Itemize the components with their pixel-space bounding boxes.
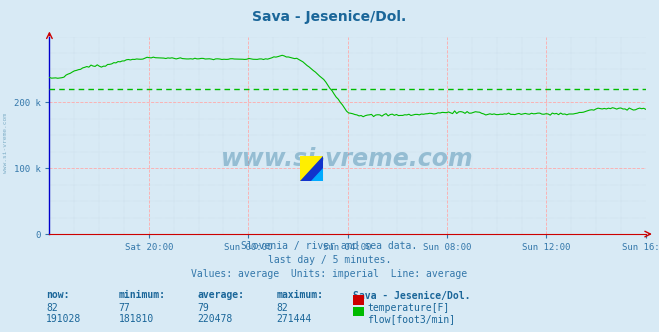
Text: now:: now: — [46, 290, 70, 300]
Text: maximum:: maximum: — [277, 290, 324, 300]
Text: 82: 82 — [46, 303, 58, 313]
Text: 82: 82 — [277, 303, 289, 313]
Polygon shape — [312, 169, 323, 181]
Text: last day / 5 minutes.: last day / 5 minutes. — [268, 255, 391, 265]
Text: 191028: 191028 — [46, 314, 81, 324]
Text: 77: 77 — [119, 303, 130, 313]
Text: 79: 79 — [198, 303, 210, 313]
Text: 181810: 181810 — [119, 314, 154, 324]
Text: temperature[F]: temperature[F] — [367, 303, 449, 313]
Text: flow[foot3/min]: flow[foot3/min] — [367, 314, 455, 324]
Polygon shape — [300, 156, 323, 181]
Text: minimum:: minimum: — [119, 290, 165, 300]
Text: www.si-vreme.com: www.si-vreme.com — [3, 113, 8, 173]
Polygon shape — [300, 156, 323, 181]
Text: Sava - Jesenice/Dol.: Sava - Jesenice/Dol. — [353, 290, 470, 300]
Text: Values: average  Units: imperial  Line: average: Values: average Units: imperial Line: av… — [191, 269, 468, 279]
Text: 271444: 271444 — [277, 314, 312, 324]
Text: average:: average: — [198, 290, 244, 300]
Text: 220478: 220478 — [198, 314, 233, 324]
Text: Sava - Jesenice/Dol.: Sava - Jesenice/Dol. — [252, 10, 407, 24]
Text: www.si-vreme.com: www.si-vreme.com — [221, 147, 474, 171]
Text: Slovenia / river and sea data.: Slovenia / river and sea data. — [241, 241, 418, 251]
